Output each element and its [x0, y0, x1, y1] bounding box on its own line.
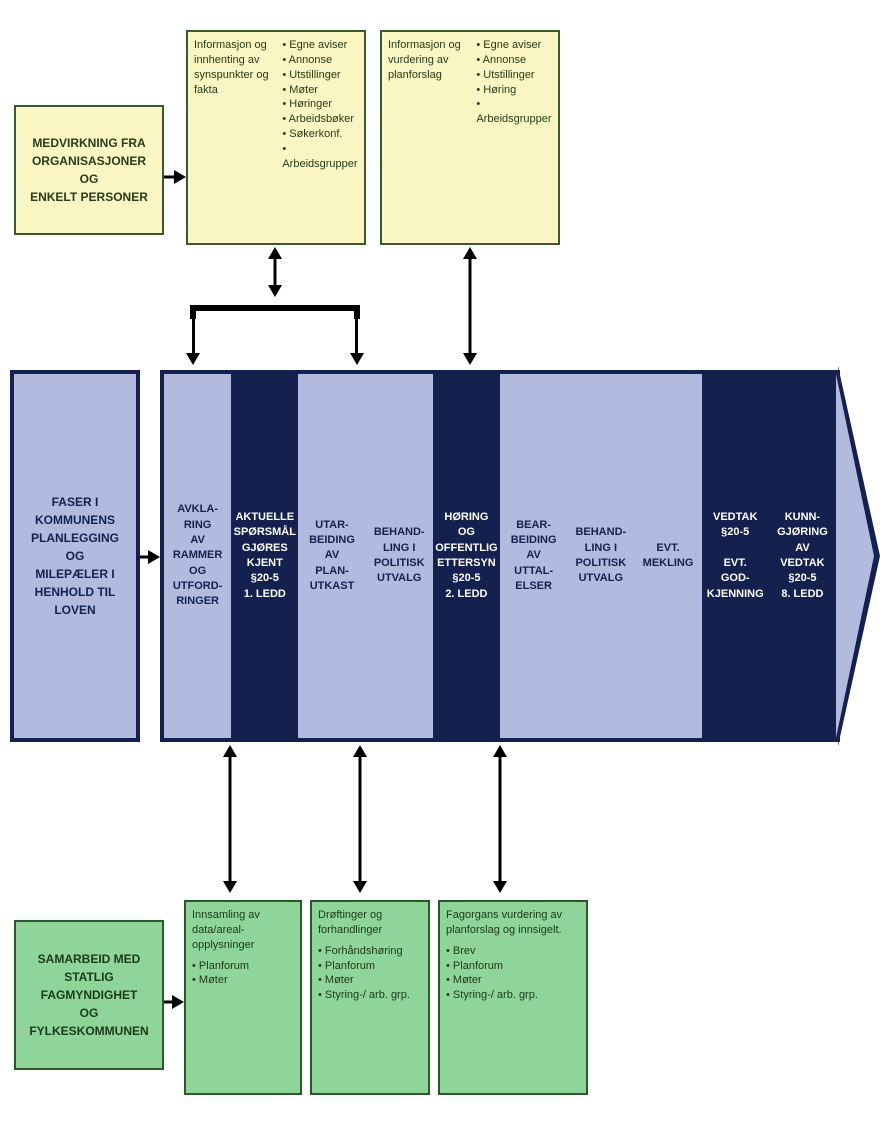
phase-arrow: FASER IKOMMUNENSPLANLEGGINGOGMILEPÆLER I… [10, 370, 880, 742]
phase-1: AKTUELLESPØRSMÅLGJØRESKJENT§20-51. LEDD [231, 374, 298, 738]
arrow-top-title-to-box1 [164, 170, 186, 184]
phase-9: KUNN-GJØRINGAVVEDTAK§20-58. LEDD [769, 374, 836, 738]
phase-arrow-body: AVKLA-RINGAVRAMMEROGUTFORD-RINGERAKTUELL… [160, 370, 840, 742]
top-box-2-list: Egne aviserAnnonseUtstillingerHøringArbe… [476, 38, 548, 127]
list-item: Møter [192, 973, 294, 988]
list-item: Planforum [192, 959, 294, 974]
top-box-1-list: Egne aviserAnnonseUtstillingerMøterHørin… [282, 38, 354, 172]
list-item: Møter [446, 973, 580, 988]
list-item: Styring-/ arb. grp. [446, 988, 580, 1003]
bottom-box-3-desc: Fagorgans vurdering av planforslag og in… [446, 908, 580, 938]
phase-left-label: FASER IKOMMUNENSPLANLEGGINGOGMILEPÆLER I… [10, 370, 140, 742]
bottom-box-1-list: PlanforumMøter [192, 959, 294, 989]
connector-bottom-1 [222, 745, 238, 895]
list-item: Høring [476, 83, 548, 98]
top-box-2-desc: Informasjon og vurdering av planforslag [388, 38, 473, 83]
list-item: Egne aviser [476, 38, 548, 53]
list-item: Møter [282, 83, 354, 98]
list-item: Planforum [446, 959, 580, 974]
list-item: Søkerkonf. [282, 127, 354, 142]
phase-0: AVKLA-RINGAVRAMMEROGUTFORD-RINGER [164, 374, 231, 738]
top-title-text: MEDVIRKNING FRAORGANISASJONEROGENKELT PE… [30, 134, 148, 206]
top-box-1: Informasjon og innhenting av synspunkter… [186, 30, 366, 245]
list-item: Arbeidsbøker [282, 112, 354, 127]
bottom-box-3-list: BrevPlanforumMøterStyring-/ arb. grp. [446, 944, 580, 1003]
bottom-box-2: Drøftinger og forhandlinger Forhåndshøri… [310, 900, 430, 1095]
list-item: Arbeidsgrupper [476, 97, 548, 127]
phase-5: BEAR-BEIDINGAVUTTAL-ELSER [500, 374, 567, 738]
bottom-box-1-desc: Innsamling av data/areal-opplysninger [192, 908, 294, 953]
list-item: Møter [318, 973, 422, 988]
phase-7: EVT.MEKLING [634, 374, 701, 738]
bottom-title-text: SAMARBEID MEDSTATLIGFAGMYNDIGHETOGFYLKES… [29, 950, 148, 1040]
list-item: Styring-/ arb. grp. [318, 988, 422, 1003]
top-box-1-desc: Informasjon og innhenting av synspunkter… [194, 38, 279, 97]
list-item: Forhåndshøring [318, 944, 422, 959]
phase-6: BEHAND-LING IPOLITISKUTVALG [567, 374, 634, 738]
list-item: Høringer [282, 97, 354, 112]
connector-bottom-2 [352, 745, 368, 895]
connector-top-box1 [190, 247, 360, 367]
bottom-title-box: SAMARBEID MEDSTATLIGFAGMYNDIGHETOGFYLKES… [14, 920, 164, 1070]
bottom-box-3: Fagorgans vurdering av planforslag og in… [438, 900, 588, 1095]
list-item: Arbeidsgrupper [282, 142, 354, 172]
list-item: Egne aviser [282, 38, 354, 53]
list-item: Brev [446, 944, 580, 959]
list-item: Utstillinger [476, 68, 548, 83]
list-item: Utstillinger [282, 68, 354, 83]
list-item: Planforum [318, 959, 422, 974]
list-item: Annonse [282, 53, 354, 68]
connector-top-box2 [462, 247, 478, 367]
phase-8: VEDTAK§20-5EVT.GOD-KJENNING [702, 374, 769, 738]
list-item: Annonse [476, 53, 548, 68]
connector-bottom-3 [492, 745, 508, 895]
phase-left-label-text: FASER IKOMMUNENSPLANLEGGINGOGMILEPÆLER I… [31, 493, 119, 619]
phase-4: HØRINGOGOFFENTLIGETTERSYN§20-52. LEDD [433, 374, 500, 738]
phase-3: BEHAND-LING IPOLITISKUTVALG [366, 374, 433, 738]
bottom-box-2-list: ForhåndshøringPlanforumMøterStyring-/ ar… [318, 944, 422, 1003]
bottom-box-2-desc: Drøftinger og forhandlinger [318, 908, 422, 938]
arrow-bottom-title-to-box1 [164, 995, 184, 1009]
bottom-box-1: Innsamling av data/areal-opplysninger Pl… [184, 900, 302, 1095]
phase-2: UTAR-BEIDINGAVPLAN-UTKAST [298, 374, 365, 738]
arrow-head-fill [836, 374, 874, 738]
top-title-box: MEDVIRKNING FRAORGANISASJONEROGENKELT PE… [14, 105, 164, 235]
top-box-2: Informasjon og vurdering av planforslag … [380, 30, 560, 245]
